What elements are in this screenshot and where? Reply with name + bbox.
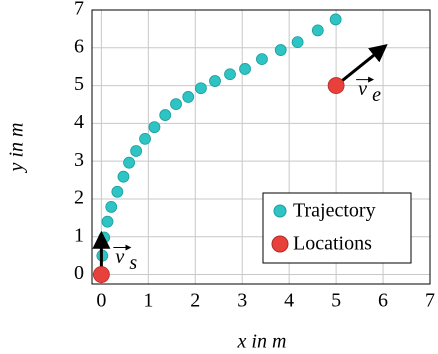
point [111,185,124,198]
point [256,53,268,66]
point [130,145,143,157]
point [92,266,110,283]
x-tick-label: 5 [331,290,341,312]
y-tick-label: 3 [74,149,84,171]
point [239,63,251,75]
point [139,132,151,145]
vector-subscript: s [129,252,137,274]
y-tick-label: 4 [74,111,84,133]
x-tick-label: 7 [425,290,435,312]
point [182,91,195,103]
y-axis-label: y in m [6,123,28,174]
legend-label: Trajectory [293,200,376,222]
y-tick-label: 2 [74,187,84,209]
legend-swatch [273,204,287,218]
point [311,24,324,37]
vector-arrow [335,44,388,87]
point [105,201,118,213]
x-tick-label: 6 [378,290,388,312]
vector-name: v [358,78,367,100]
x-tick-label: 4 [284,290,294,312]
point [209,75,221,87]
legend-swatch [271,235,289,253]
point [329,13,342,26]
point [195,82,207,95]
point [291,36,304,49]
y-tick-label: 1 [74,224,84,246]
point [101,215,114,228]
x-tick-label: 1 [143,290,153,312]
vector-name: v [115,246,124,268]
point [224,68,236,81]
point [170,98,182,111]
x-tick-label: 3 [237,290,247,312]
legend: Trajectory Locations [262,192,412,264]
point [327,77,345,94]
point [123,156,135,169]
plot-frame [91,9,431,285]
legend-label: Locations [293,233,372,255]
point [117,170,130,183]
x-tick-label: 2 [190,290,200,312]
x-tick-label: 0 [96,290,106,312]
y-tick-label: 7 [74,0,84,20]
x-axis-label: x in m [237,331,287,353]
point [159,109,172,121]
point [148,121,161,134]
legend-box [262,192,412,264]
y-tick-label: 6 [74,35,84,57]
vector-subscript: e [372,84,381,106]
y-tick-label: 5 [74,73,84,95]
y-tick-label: 0 [74,262,84,284]
point [274,44,287,56]
